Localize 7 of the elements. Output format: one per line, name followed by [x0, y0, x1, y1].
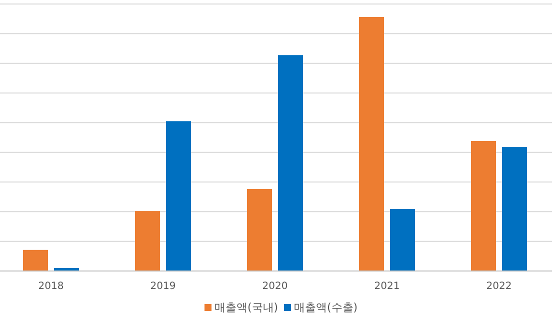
x-tick-label: 2018: [38, 281, 64, 292]
x-tick-label: 2022: [486, 281, 512, 292]
legend-label: 매출액(국내): [214, 301, 278, 314]
x-tick-label: 2021: [374, 281, 400, 292]
x-tick-label: 2020: [262, 281, 288, 292]
legend-label: 매출액(수출): [294, 301, 358, 314]
x-tick-label: 2019: [150, 281, 176, 292]
